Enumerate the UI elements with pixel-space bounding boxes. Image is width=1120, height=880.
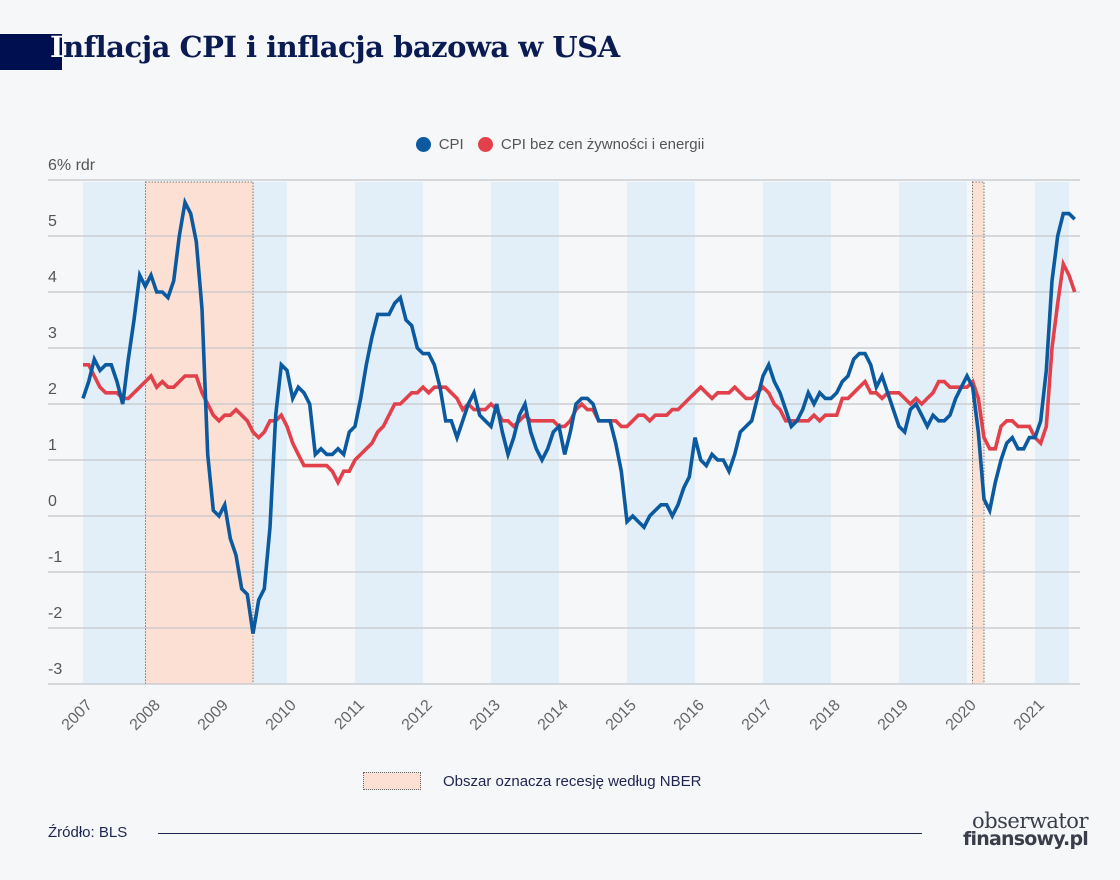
y-tick-label: 0 (48, 493, 57, 510)
legend-item-cpi[interactable]: CPI (415, 136, 464, 153)
x-tick-label: 2020 (943, 697, 980, 734)
legend-label: CPI bez cen żywności i energii (500, 136, 705, 153)
year-band (355, 182, 423, 684)
legend-item-core-cpi[interactable]: CPI bez cen żywności i energii (477, 136, 705, 153)
source-note: Źródło: BLS (48, 824, 128, 841)
legend-label: CPI (438, 136, 464, 153)
y-tick-label: 1 (48, 437, 57, 454)
year-band (763, 182, 831, 684)
y-tick-label: 3 (48, 325, 57, 342)
x-tick-label: 2013 (467, 697, 504, 734)
x-tick-label: 2012 (399, 697, 436, 734)
series-line-cpi (81, 196, 1076, 634)
y-tick-label: -2 (48, 605, 62, 622)
recession-legend-label: Obszar oznacza recesję według NBER (443, 772, 702, 790)
y-tick-label: 2 (48, 381, 57, 398)
recession-swatch-icon (363, 772, 421, 790)
year-band (627, 182, 695, 684)
x-tick-label: 2017 (739, 697, 776, 734)
y-tick-label: 4 (48, 269, 57, 286)
title-accent-bar (0, 34, 62, 70)
x-tick-label: 2010 (263, 697, 300, 734)
chart-legend: CPI CPI bez cen żywności i energii (0, 136, 1120, 156)
brand-line1: obserwator (972, 809, 1088, 833)
series-line-core-cpi (83, 258, 1077, 487)
x-tick-label: 2016 (671, 697, 708, 734)
x-tick-label: 2021 (1011, 697, 1048, 734)
x-tick-label: 2015 (603, 697, 640, 734)
x-tick-label: 2011 (331, 697, 367, 733)
footer-divider (158, 833, 922, 834)
year-band (899, 182, 967, 684)
y-tick-label: -3 (48, 661, 62, 678)
x-tick-label: 2018 (807, 697, 844, 734)
x-tick-label: 2008 (127, 697, 164, 734)
title-rest: nflacja CPI i inflacja bazowa w USA (63, 30, 620, 64)
brand-line2: finansowy.pl (963, 828, 1089, 850)
y-tick-label: -1 (48, 549, 62, 566)
brand-logo: obserwator finansowy.pl (948, 809, 1089, 850)
y-tick-label: 5 (48, 213, 57, 230)
year-band (83, 182, 151, 684)
legend-dot-icon (415, 137, 431, 152)
line-chart: -3 -2 -1 0 1 2 3 4 5 6% rdr 2007 2008 2009 2010 2011 20… (48, 157, 1080, 734)
year-band (1035, 182, 1069, 684)
x-tick-label: 2007 (59, 697, 96, 734)
x-tick-label: 2019 (875, 697, 912, 734)
recession-legend: Obszar oznacza recesję według NBER (363, 772, 701, 790)
legend-dot-icon (477, 137, 493, 152)
x-tick-label: 2009 (195, 697, 232, 734)
x-tick-label: 2014 (535, 697, 572, 734)
y-tick-label: 6% rdr (48, 157, 96, 174)
page-title: Inflacja CPI i inflacja bazowa w USA (50, 30, 620, 64)
title-first-letter: I (50, 30, 64, 64)
